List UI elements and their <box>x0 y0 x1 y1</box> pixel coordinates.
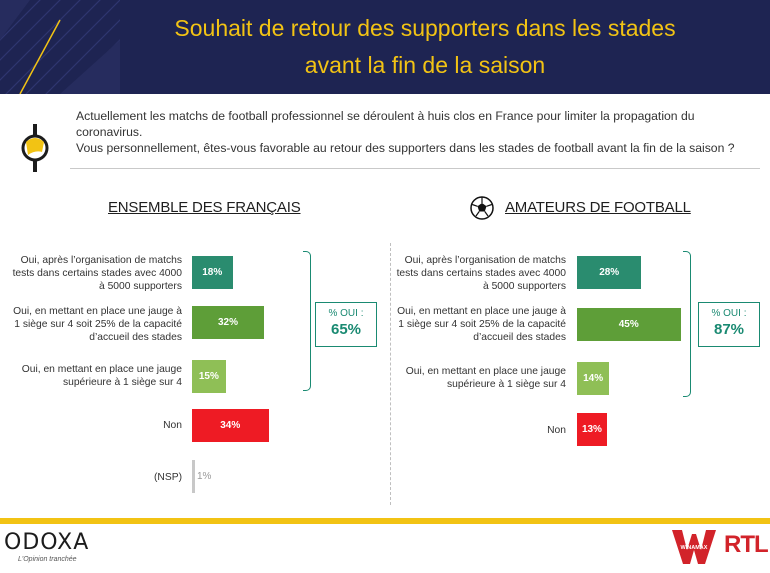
oui-label: % OUI : <box>711 308 747 319</box>
rtl-logo: RTL <box>724 531 769 558</box>
category-label: Oui, après l’organisation de matchs test… <box>12 255 182 292</box>
bar-amateurs-0 <box>577 256 642 289</box>
oui-value: 87% <box>713 321 745 338</box>
bar-value-label: 28% <box>599 267 620 278</box>
category-label: Oui, en mettant en place une jauge à 1 s… <box>397 306 566 343</box>
category-label: Oui, en mettant en place une jauge supér… <box>21 364 182 388</box>
page-title-line2: avant la fin de la saison <box>304 52 546 78</box>
question-logo-icon <box>21 124 49 172</box>
question-text: Actuellement les matchs de football prof… <box>76 108 756 156</box>
category-label: Non <box>547 425 566 436</box>
odoxa-tagline: L'Opinion tranchée <box>18 556 77 563</box>
bar-value-label: 1% <box>197 471 212 482</box>
odoxa-logo: ODOXA <box>4 530 90 555</box>
header-pattern-icon <box>0 0 120 94</box>
winamax-label: WINAMAX <box>680 545 708 551</box>
oui-total-box-ensemble: % OUI : 65% <box>315 302 377 347</box>
oui-value: 65% <box>330 321 362 338</box>
question-divider <box>70 168 760 169</box>
bar-value-label: 14% <box>583 373 604 384</box>
category-label: (NSP) <box>153 472 182 483</box>
oui-bracket-amateurs <box>683 251 691 397</box>
bar-ensemble-1 <box>192 306 264 339</box>
chart-divider <box>390 243 391 505</box>
bar-value-label: 45% <box>618 319 639 330</box>
chart-title-amateurs: AMATEURS DE FOOTBALL <box>505 199 691 216</box>
oui-total-box-amateurs: % OUI : 87% <box>698 302 760 347</box>
bar-value-label: 18% <box>202 267 223 278</box>
bar-value-label: 13% <box>581 424 602 435</box>
category-label: Non <box>163 420 182 431</box>
question-context: Actuellement les matchs de football prof… <box>76 109 695 139</box>
footer-bar <box>0 518 770 524</box>
bar-ensemble-2 <box>192 360 226 393</box>
football-icon <box>470 196 494 220</box>
bar-value-label: 34% <box>220 420 241 431</box>
bar-ensemble-0 <box>192 256 233 289</box>
question-main: Vous personnellement, êtes-vous favorabl… <box>76 141 735 155</box>
oui-bracket-ensemble <box>303 251 311 391</box>
page-title: Souhait de retour des supporters dans le… <box>120 10 730 84</box>
bar-ensemble-3 <box>192 409 269 442</box>
category-label: Oui, après l’organisation de matchs test… <box>396 255 566 292</box>
bar-ensemble-4 <box>192 460 195 493</box>
bar-amateurs-3 <box>577 413 607 446</box>
chart-title-ensemble: ENSEMBLE DES FRANÇAIS <box>108 199 301 216</box>
bar-amateurs-2 <box>577 362 610 395</box>
winamax-logo-icon <box>672 530 716 564</box>
bar-value-label: 32% <box>217 317 238 328</box>
category-label: Oui, en mettant en place une jauge à 1 s… <box>13 306 182 343</box>
oui-label: % OUI : <box>328 308 364 319</box>
category-label: Oui, en mettant en place une jauge supér… <box>405 366 566 390</box>
page-title-line1: Souhait de retour des supporters dans le… <box>174 15 676 41</box>
bar-value-label: 15% <box>198 371 219 382</box>
bar-amateurs-1 <box>577 308 681 341</box>
header-banner: Souhait de retour des supporters dans le… <box>0 0 770 94</box>
